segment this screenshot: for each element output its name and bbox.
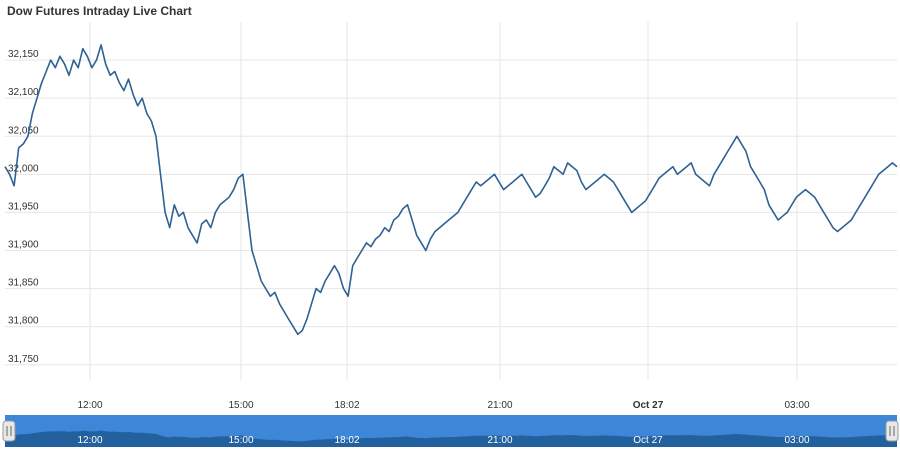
series-layer <box>4 44 898 336</box>
y-tick-label: 32,100 <box>8 87 39 98</box>
x-tick-label: 03:00 <box>784 400 809 411</box>
navigator-area <box>5 430 897 447</box>
navigator-tick-label: 15:00 <box>228 435 253 446</box>
navigator-tick-label: 12:00 <box>77 435 102 446</box>
x-tick-label: 12:00 <box>77 400 102 411</box>
y-tick-label: 31,750 <box>8 354 39 365</box>
navigator-tick-label: Oct 27 <box>633 435 663 446</box>
x-axis-ticks: 12:00 15:00 18:02 21:00 Oct 27 03:00 <box>77 400 809 411</box>
x-tick-label: 21:00 <box>487 400 512 411</box>
navigator-left-handle[interactable] <box>2 420 16 442</box>
chart-title: Dow Futures Intraday Live Chart <box>7 4 192 18</box>
y-tick-label: 32,150 <box>8 49 39 60</box>
x-tick-label: Oct 27 <box>633 400 664 411</box>
y-tick-label: 31,850 <box>8 278 39 289</box>
x-tick-label: 15:00 <box>228 400 253 411</box>
navigator-ticks: 12:00 15:00 18:02 21:00 Oct 27 03:00 <box>77 435 809 446</box>
y-tick-label: 31,800 <box>8 316 39 327</box>
grid-layer <box>5 22 897 380</box>
y-axis-ticks: 31,750 31,800 31,850 31,900 31,950 32,000 32,0… <box>8 49 39 365</box>
series-line[interactable] <box>4 44 898 336</box>
y-tick-label: 32,050 <box>8 125 39 136</box>
y-tick-label: 31,900 <box>8 240 39 251</box>
navigator-tick-label: 18:02 <box>334 435 359 446</box>
y-tick-label: 32,000 <box>8 163 39 174</box>
navigator-tick-label: 21:00 <box>487 435 512 446</box>
x-tick-label: 18:02 <box>334 400 359 411</box>
navigator-tick-label: 03:00 <box>784 435 809 446</box>
y-tick-label: 31,950 <box>8 201 39 212</box>
navigator-right-handle[interactable] <box>885 420 899 442</box>
